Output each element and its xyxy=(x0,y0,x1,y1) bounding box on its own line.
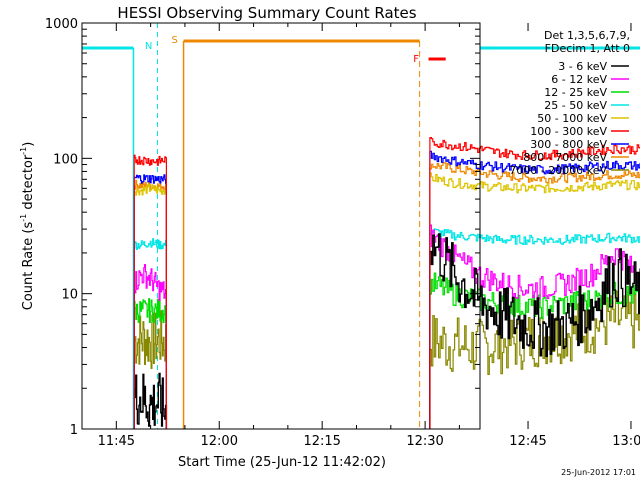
series-line xyxy=(429,228,640,429)
series-line xyxy=(133,264,167,429)
annotation-n: N xyxy=(145,41,152,52)
x-tick-label: 11:45 xyxy=(98,434,135,449)
legend: Det 1,3,5,6,7,9, FDecim 1, Att 0 3 - 6 k… xyxy=(509,29,630,177)
y-axis-label-sup1: -1 xyxy=(19,214,28,222)
legend-label: 100 - 300 keV xyxy=(530,125,607,138)
legend-label: 7000 - 20000 keV xyxy=(509,164,607,177)
x-tick-label: 12:00 xyxy=(201,434,238,449)
x-tick-label: 12:30 xyxy=(406,434,443,449)
y-axis-label-sup2: -1 xyxy=(19,147,28,155)
x-tick-label: 13:00 xyxy=(612,434,640,449)
annotation-f: F xyxy=(413,54,419,65)
y-tick-label: 10 xyxy=(61,288,78,303)
series-2 xyxy=(133,272,640,429)
legend-header-2: FDecim 1, Att 0 xyxy=(545,42,630,55)
series-line xyxy=(429,150,640,429)
y-axis-label-part2: detector xyxy=(21,154,36,214)
y-axis-label-part1: Count Rate (s xyxy=(21,222,36,311)
series-line xyxy=(133,154,167,429)
y-axis-label: Count Rate (s-1 detector-1) xyxy=(19,142,36,311)
series-line xyxy=(133,298,167,429)
legend-label: 800 - 7000 keV xyxy=(523,151,607,164)
y-tick-label: 1 xyxy=(70,423,78,438)
axes-layer: 11:4512:0012:1512:3012:4513:0013:1511010… xyxy=(45,17,640,449)
footer-date: 25-Jun-2012 17:01 xyxy=(561,468,636,477)
legend-header-1: Det 1,3,5,6,7,9, xyxy=(544,29,630,42)
series-line xyxy=(133,310,167,429)
series-line xyxy=(133,372,168,429)
series-0 xyxy=(133,233,640,429)
x-axis-label: Start Time (25-Jun-12 11:42:02) xyxy=(178,455,386,470)
series-line xyxy=(429,162,640,429)
observing-annotations: N S F xyxy=(82,23,640,429)
x-tick-label: 12:15 xyxy=(303,434,340,449)
y-tick-label: 1000 xyxy=(45,17,78,32)
legend-label: 12 - 25 keV xyxy=(544,86,607,99)
series-4 xyxy=(133,172,640,429)
series-1 xyxy=(133,224,640,429)
chart-title: HESSI Observing Summary Count Rates xyxy=(117,4,416,22)
series-5 xyxy=(133,137,640,429)
series-line xyxy=(429,137,640,429)
series-line xyxy=(429,233,640,429)
legend-label: 50 - 100 keV xyxy=(537,112,607,125)
series-6 xyxy=(133,150,640,429)
series-line xyxy=(429,224,640,429)
x-tick-label: 12:45 xyxy=(509,434,546,449)
y-axis-label-part3: ) xyxy=(21,142,36,147)
plot-frame xyxy=(81,22,481,430)
series-line xyxy=(429,272,640,429)
series-line xyxy=(133,179,167,429)
series-line xyxy=(133,184,167,429)
legend-label: 6 - 12 keV xyxy=(551,73,607,86)
series-line xyxy=(133,174,167,429)
legend-label: 300 - 800 keV xyxy=(530,138,607,151)
legend-label: 3 - 6 keV xyxy=(558,60,607,73)
series-line xyxy=(429,172,640,429)
y-tick-label: 100 xyxy=(53,152,78,167)
series-line xyxy=(133,238,167,429)
series-layer xyxy=(133,137,640,429)
series-3 xyxy=(133,228,640,429)
legend-label: 25 - 50 keV xyxy=(544,99,607,112)
annotation-s: S xyxy=(171,35,177,46)
